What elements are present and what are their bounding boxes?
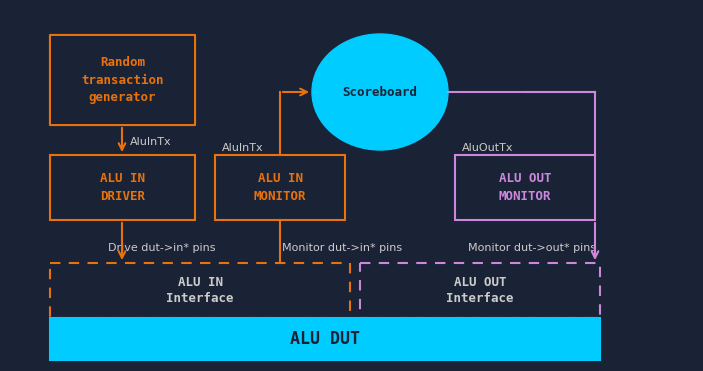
Bar [50, 263, 350, 318]
Text: Drive dut->in* pins: Drive dut->in* pins [108, 243, 216, 253]
Bar [455, 155, 595, 220]
Text: AluOutTx: AluOutTx [462, 143, 513, 153]
Text: ALU IN
MONITOR: ALU IN MONITOR [254, 173, 307, 203]
Text: ALU DUT: ALU DUT [290, 330, 360, 348]
FancyBboxPatch shape [50, 35, 195, 125]
Bar [50, 318, 600, 360]
Bar [50, 155, 195, 220]
Text: AluInTx: AluInTx [130, 137, 172, 147]
Text: AluInTx: AluInTx [222, 143, 264, 153]
Text: ALU IN
DRIVER: ALU IN DRIVER [100, 173, 145, 203]
Text: Monitor dut->in* pins: Monitor dut->in* pins [282, 243, 402, 253]
Text: Random
transaction
generator: Random transaction generator [82, 56, 164, 104]
Bar [215, 155, 345, 220]
Text: ALU OUT
Interface: ALU OUT Interface [446, 276, 514, 305]
Ellipse shape [312, 34, 448, 150]
Text: ALU OUT
MONITOR: ALU OUT MONITOR [498, 173, 551, 203]
Text: Scoreboard: Scoreboard [342, 85, 418, 98]
Text: Monitor dut->out* pins: Monitor dut->out* pins [468, 243, 596, 253]
Bar [360, 263, 600, 318]
Text: ALU IN
Interface: ALU IN Interface [166, 276, 234, 305]
